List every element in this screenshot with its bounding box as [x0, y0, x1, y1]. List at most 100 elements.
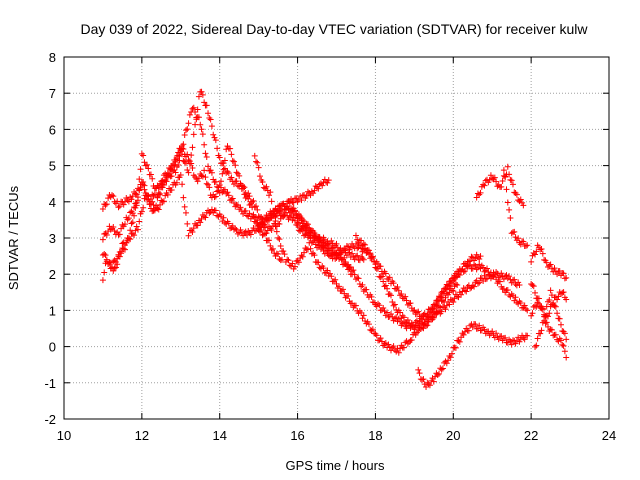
data-point: [560, 342, 567, 349]
data-point: [99, 236, 106, 243]
data-point: [446, 301, 453, 308]
data-point: [236, 172, 243, 179]
data-point: [360, 312, 367, 319]
data-point: [129, 193, 136, 200]
data-point: [481, 182, 488, 189]
data-point: [225, 170, 232, 177]
data-point: [416, 370, 423, 377]
data-point: [192, 109, 199, 116]
data-point: [216, 189, 223, 196]
data-point: [328, 250, 335, 257]
data-point: [182, 209, 189, 216]
data-point: [556, 315, 563, 322]
data-point: [465, 262, 472, 269]
data-point: [159, 198, 166, 205]
data-point: [188, 152, 195, 159]
data-point: [506, 206, 513, 213]
data-point: [438, 308, 445, 315]
data-point: [268, 227, 275, 234]
data-point: [184, 167, 191, 174]
data-point: [461, 267, 468, 274]
data-point: [410, 307, 417, 314]
x-axis-label: GPS time / hours: [286, 458, 385, 473]
data-point: [539, 250, 546, 257]
data-point: [228, 196, 235, 203]
data-point: [419, 324, 426, 331]
data-point: [205, 163, 212, 170]
data-point: [289, 217, 296, 224]
data-point: [515, 279, 522, 286]
data-point: [201, 167, 208, 174]
data-point: [439, 297, 446, 304]
data-point: [360, 256, 367, 263]
data-point: [224, 189, 231, 196]
data-point: [118, 248, 125, 255]
data-point: [474, 264, 481, 271]
data-point: [237, 204, 244, 211]
data-point: [494, 183, 501, 190]
data-point: [521, 302, 528, 309]
data-point: [253, 214, 260, 221]
data-point: [203, 180, 210, 187]
data-point: [127, 236, 134, 243]
data-point: [229, 222, 236, 229]
data-point: [229, 195, 236, 202]
data-point: [352, 232, 359, 239]
data-point: [355, 275, 362, 282]
data-point: [441, 299, 448, 306]
data-point: [208, 206, 215, 213]
data-point: [218, 184, 225, 191]
data-point: [101, 269, 108, 276]
data-point: [397, 309, 404, 316]
data-point: [172, 157, 179, 164]
data-point: [352, 241, 359, 248]
data-point: [563, 274, 570, 281]
data-point: [342, 247, 349, 254]
data-point: [223, 221, 230, 228]
data-point: [233, 178, 240, 185]
data-point: [369, 326, 376, 333]
data-point: [245, 190, 252, 197]
data-point: [380, 304, 387, 311]
data-point: [221, 165, 228, 172]
data-point: [354, 236, 361, 243]
data-point: [512, 294, 519, 301]
data-point: [311, 252, 318, 259]
data-point: [491, 271, 498, 278]
data-point: [332, 276, 339, 283]
data-point: [162, 177, 169, 184]
data-point: [486, 272, 493, 279]
data-point: [181, 131, 188, 138]
data-point: [546, 297, 553, 304]
data-point: [551, 302, 558, 309]
data-point: [532, 343, 539, 350]
y-tick-label: 3: [49, 231, 56, 246]
data-point: [149, 175, 156, 182]
data-point: [294, 215, 301, 222]
data-point: [543, 303, 550, 310]
data-point: [555, 293, 562, 300]
data-point: [495, 336, 502, 343]
data-point: [419, 313, 426, 320]
data-point: [538, 245, 545, 252]
data-point: [266, 192, 273, 199]
data-point: [179, 145, 186, 152]
data-point: [489, 175, 496, 182]
data-point: [223, 146, 230, 153]
data-point: [192, 121, 199, 128]
data-point: [517, 299, 524, 306]
data-point: [503, 272, 510, 279]
data-point: [400, 314, 407, 321]
data-point: [386, 274, 393, 281]
data-point: [365, 247, 372, 254]
data-point: [220, 160, 227, 167]
data-point: [137, 166, 144, 173]
data-point: [125, 215, 132, 222]
data-point: [434, 372, 441, 379]
data-point: [251, 152, 258, 159]
data-point: [528, 312, 535, 319]
data-point: [189, 229, 196, 236]
data-point: [384, 309, 391, 316]
data-point: [456, 271, 463, 278]
data-point: [271, 250, 278, 257]
